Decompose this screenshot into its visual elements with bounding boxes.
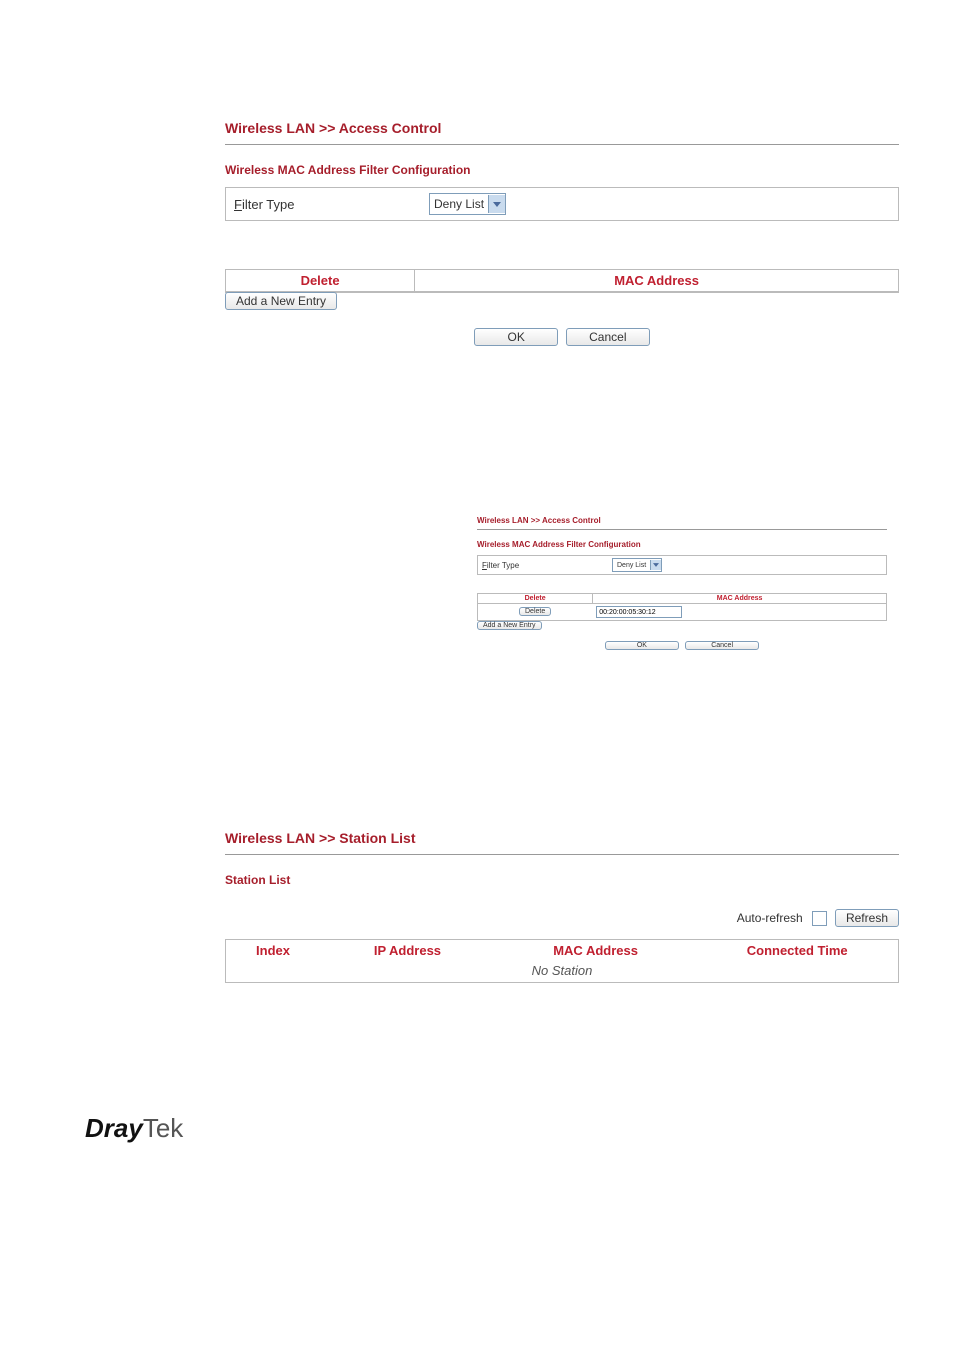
- mac-filter-table: Delete MAC Address: [225, 269, 899, 293]
- col-delete: Delete: [226, 270, 415, 291]
- mini-breadcrumb: Wireless LAN >> Access Control: [477, 516, 887, 530]
- filter-type-label: Filter Type: [234, 197, 429, 212]
- no-station-text: No Station: [226, 961, 898, 982]
- mini-cancel-button[interactable]: Cancel: [685, 641, 759, 650]
- mini-mac-header: Delete MAC Address: [478, 594, 886, 604]
- mini-filter-type-label: Filter Type: [482, 561, 612, 570]
- col-connected-time: Connected Time: [696, 940, 898, 961]
- filter-type-value: Deny List: [430, 197, 488, 211]
- filter-type-row: Filter Type Deny List: [225, 187, 899, 221]
- mini-filter-type-value: Deny List: [613, 562, 650, 569]
- filter-type-select[interactable]: Deny List: [429, 193, 506, 215]
- mini-mac-table: Delete MAC Address Delete: [477, 593, 887, 621]
- mac-address-input[interactable]: [596, 606, 682, 618]
- col-mac-address: MAC Address: [415, 270, 898, 291]
- breadcrumb-access-control: Wireless LAN >> Access Control: [225, 120, 899, 145]
- draytek-logo: DrayTek: [85, 1113, 899, 1144]
- col-index: Index: [226, 940, 320, 961]
- table-row: Delete: [478, 604, 886, 620]
- cancel-button[interactable]: Cancel: [566, 328, 650, 346]
- mini-screenshot: Wireless LAN >> Access Control Wireless …: [477, 516, 887, 650]
- refresh-button[interactable]: Refresh: [835, 909, 899, 927]
- chevron-down-icon: [488, 195, 505, 213]
- logo-part2: Tek: [143, 1113, 183, 1143]
- col-ip-address: IP Address: [320, 940, 495, 961]
- mini-filter-type-row: Filter Type Deny List: [477, 555, 887, 575]
- station-list-header: Index IP Address MAC Address Connected T…: [226, 940, 898, 961]
- subheading-mac-filter: Wireless MAC Address Filter Configuratio…: [225, 163, 899, 177]
- mini-add-entry-button[interactable]: Add a New Entry: [477, 621, 542, 630]
- mini-col-mac: MAC Address: [593, 594, 886, 603]
- breadcrumb-station-list: Wireless LAN >> Station List: [225, 830, 899, 855]
- delete-row-button[interactable]: Delete: [519, 607, 551, 616]
- add-new-entry-button[interactable]: Add a New Entry: [225, 292, 337, 310]
- mini-col-delete: Delete: [478, 594, 593, 603]
- station-list-table: Index IP Address MAC Address Connected T…: [225, 939, 899, 983]
- mini-filter-type-select[interactable]: Deny List: [612, 558, 662, 572]
- subheading-station-list: Station List: [225, 873, 899, 887]
- auto-refresh-label: Auto-refresh: [737, 911, 803, 925]
- auto-refresh-checkbox[interactable]: [812, 911, 827, 926]
- mini-ok-button[interactable]: OK: [605, 641, 679, 650]
- mac-filter-header: Delete MAC Address: [226, 270, 898, 292]
- logo-part1: Dray: [85, 1113, 143, 1143]
- mini-subheading: Wireless MAC Address Filter Configuratio…: [477, 540, 887, 549]
- chevron-down-icon: [650, 560, 661, 570]
- col-mac-address: MAC Address: [495, 940, 697, 961]
- ok-button[interactable]: OK: [474, 328, 558, 346]
